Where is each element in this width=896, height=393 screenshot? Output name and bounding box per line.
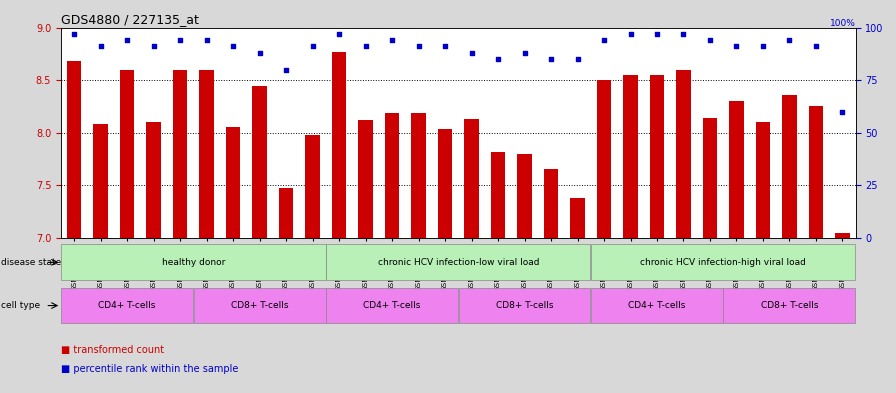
Text: cell type: cell type: [1, 301, 40, 310]
Point: [702, 37, 717, 43]
Bar: [835, 233, 849, 238]
Bar: [146, 122, 161, 238]
Text: GDS4880 / 227135_at: GDS4880 / 227135_at: [61, 13, 199, 26]
Bar: [67, 61, 82, 238]
Text: ■ transformed count: ■ transformed count: [61, 345, 164, 355]
Bar: [411, 113, 426, 238]
Point: [411, 43, 426, 50]
Text: chronic HCV infection-high viral load: chronic HCV infection-high viral load: [641, 258, 806, 267]
Point: [544, 56, 558, 62]
Bar: [491, 152, 505, 238]
Bar: [194, 288, 325, 323]
Text: CD8+ T-cells: CD8+ T-cells: [495, 301, 554, 310]
Text: 100%: 100%: [830, 18, 856, 28]
Point: [676, 31, 691, 37]
Text: CD8+ T-cells: CD8+ T-cells: [761, 301, 818, 310]
Bar: [93, 124, 108, 238]
Bar: [591, 244, 856, 280]
Point: [756, 43, 771, 50]
Point: [67, 31, 82, 37]
Bar: [809, 107, 823, 238]
Bar: [332, 52, 347, 238]
Bar: [624, 75, 638, 238]
Point: [93, 43, 108, 50]
Point: [650, 31, 664, 37]
Text: disease state: disease state: [1, 258, 61, 267]
Text: CD8+ T-cells: CD8+ T-cells: [231, 301, 289, 310]
Bar: [702, 118, 718, 238]
Bar: [358, 120, 373, 238]
Text: ■ percentile rank within the sample: ■ percentile rank within the sample: [61, 364, 238, 375]
Text: CD4+ T-cells: CD4+ T-cells: [628, 301, 685, 310]
Point: [306, 43, 320, 50]
Bar: [517, 154, 532, 238]
Text: CD4+ T-cells: CD4+ T-cells: [99, 301, 156, 310]
Point: [624, 31, 638, 37]
Bar: [459, 288, 590, 323]
Point: [438, 43, 452, 50]
Bar: [729, 101, 744, 238]
Bar: [199, 70, 214, 238]
Point: [782, 37, 797, 43]
Point: [809, 43, 823, 50]
Point: [146, 43, 160, 50]
Text: CD4+ T-cells: CD4+ T-cells: [364, 301, 421, 310]
Bar: [279, 188, 293, 238]
Point: [597, 37, 611, 43]
Bar: [782, 95, 797, 238]
Text: healthy donor: healthy donor: [161, 258, 225, 267]
Point: [358, 43, 373, 50]
Bar: [723, 288, 856, 323]
Bar: [384, 113, 400, 238]
Point: [226, 43, 240, 50]
Bar: [173, 70, 187, 238]
Bar: [61, 244, 325, 280]
Text: chronic HCV infection-low viral load: chronic HCV infection-low viral load: [377, 258, 539, 267]
Bar: [326, 244, 590, 280]
Bar: [438, 129, 452, 238]
Point: [464, 50, 478, 56]
Bar: [120, 70, 134, 238]
Bar: [226, 127, 240, 238]
Point: [835, 108, 849, 115]
Bar: [755, 122, 771, 238]
Bar: [61, 288, 194, 323]
Point: [279, 66, 293, 73]
Bar: [253, 86, 267, 238]
Point: [491, 56, 505, 62]
Point: [517, 50, 531, 56]
Bar: [591, 288, 723, 323]
Bar: [306, 135, 320, 238]
Point: [332, 31, 346, 37]
Bar: [326, 288, 458, 323]
Bar: [464, 119, 478, 238]
Point: [571, 56, 585, 62]
Bar: [676, 70, 691, 238]
Bar: [650, 75, 664, 238]
Point: [253, 50, 267, 56]
Point: [729, 43, 744, 50]
Point: [173, 37, 187, 43]
Point: [200, 37, 214, 43]
Point: [120, 37, 134, 43]
Bar: [544, 169, 558, 238]
Bar: [597, 80, 611, 238]
Point: [385, 37, 400, 43]
Bar: [570, 198, 585, 238]
